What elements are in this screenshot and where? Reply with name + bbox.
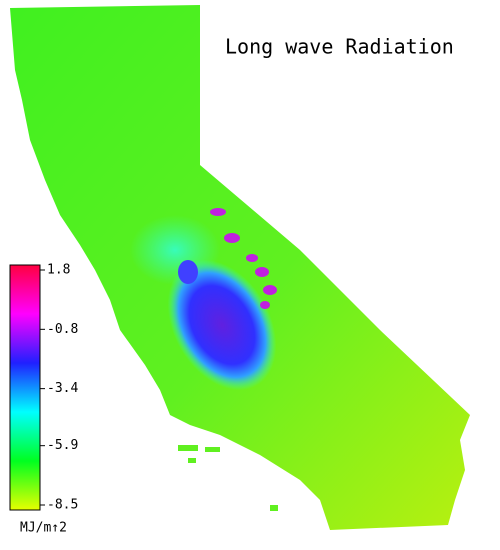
colorbar-ticks: 1.8 -0.8 -3.4 -5.9 -8.5 bbox=[40, 263, 78, 513]
colorbar-tick-label: -5.9 bbox=[47, 438, 78, 453]
islands bbox=[178, 445, 278, 511]
colorbar-unit: MJ/m↑2 bbox=[20, 521, 67, 536]
sierra-streaks bbox=[210, 208, 277, 309]
colorbar-tick-label: -8.5 bbox=[47, 498, 78, 513]
map-title: Long wave Radiation bbox=[225, 35, 454, 59]
california-map bbox=[10, 5, 470, 530]
colorbar-tick-label: -0.8 bbox=[47, 322, 78, 337]
colorbar bbox=[9, 264, 41, 511]
state-outline bbox=[10, 5, 470, 530]
colorbar-tick-label: 1.8 bbox=[47, 263, 70, 278]
colorbar-tick-label: -3.4 bbox=[47, 381, 78, 396]
valley-north bbox=[178, 260, 198, 284]
central-valley bbox=[167, 259, 277, 391]
